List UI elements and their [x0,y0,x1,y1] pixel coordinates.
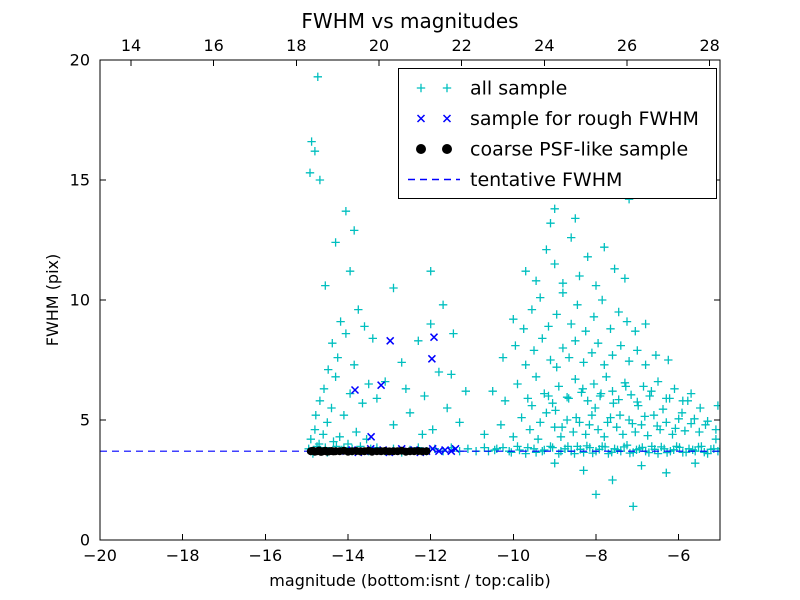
x-tick-label: −18 [166,546,200,565]
series-layer [100,72,720,511]
legend-item-4: tentative FWHM [408,169,622,191]
legend-item-2: sample for rough FWHM [416,108,699,130]
top-tick-label: 22 [451,36,471,55]
y-axis-label: FWHM (pix) [43,254,62,347]
legend: all sample sample for rough FWHM coarse PS… [398,68,717,199]
psf-sample-point [422,447,431,456]
top-tick-label: 24 [534,36,554,55]
plot-area: −20 −18 −16 −14 −12 −10 −8 −6 14 16 18 20 22 24 26 28 0 5… [70,36,721,565]
legend-label: all sample [470,78,567,100]
legend-box [398,68,717,199]
y-tick-label: 15 [70,171,90,190]
series-psf-like-sample [306,446,431,456]
chart-title: FWHM vs magnitudes [301,9,518,33]
legend-x-marker [442,114,452,123]
x-tick-label: −8 [584,546,608,565]
x-tick-label: −6 [667,546,691,565]
series-rough-fwhm-sample [341,333,460,457]
axis-ticks: −20 −18 −16 −14 −12 −10 −8 −6 14 16 18 20 22 24 26 28 0 5… [70,36,720,565]
legend-plus-marker [442,83,452,93]
legend-label: coarse PSF-like sample [470,139,688,161]
top-tick-label: 26 [617,36,637,55]
legend-item-3: coarse PSF-like sample [416,139,688,161]
x-tick-label: −14 [331,546,365,565]
top-tick-label: 28 [699,36,719,55]
legend-label: sample for rough FWHM [470,108,699,130]
legend-plus-marker [416,83,426,93]
x-tick-label: −16 [248,546,282,565]
legend-item-1: all sample [416,78,567,100]
y-tick-label: 0 [80,531,90,550]
legend-circle-marker [416,144,426,154]
legend-label: tentative FWHM [470,169,622,191]
y-tick-label: 10 [70,291,90,310]
top-tick-label: 16 [203,36,223,55]
legend-x-marker [416,114,426,123]
x-tick-label: −20 [83,546,117,565]
top-tick-label: 14 [121,36,141,55]
top-tick-label: 18 [286,36,306,55]
x-axis-label: magnitude (bottom:isnt / top:calib) [269,571,550,590]
y-tick-label: 20 [70,51,90,70]
x-tick-label: −10 [496,546,530,565]
y-tick-label: 5 [80,411,90,430]
x-tick-label: −12 [414,546,448,565]
legend-circle-marker [442,144,452,154]
top-tick-label: 20 [369,36,389,55]
